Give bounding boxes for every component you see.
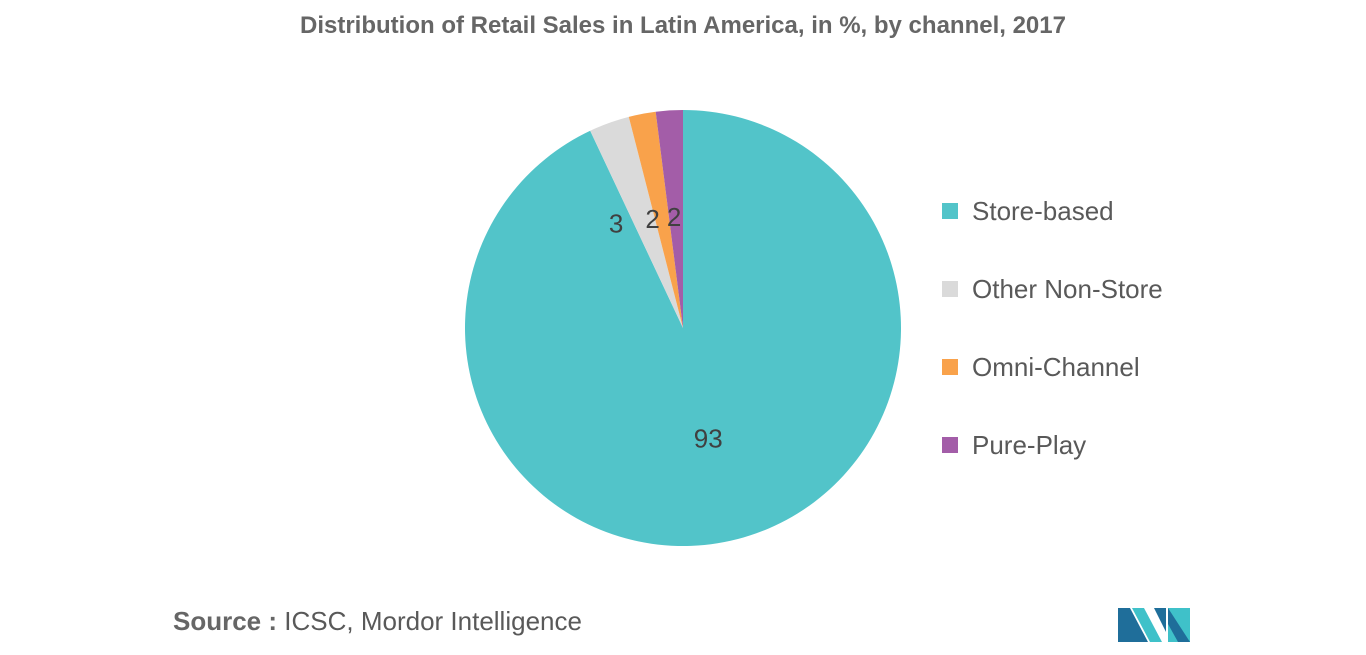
chart-title: Distribution of Retail Sales in Latin Am… (300, 12, 1066, 39)
legend-item-omni-channel: Omni-Channel (942, 350, 1163, 384)
legend-swatch (942, 203, 958, 219)
legend-label: Other Non-Store (972, 273, 1163, 304)
legend-label: Store-based (972, 195, 1114, 226)
mordor-intelligence-logo-icon (1118, 608, 1190, 642)
legend-swatch (942, 437, 958, 453)
legend-swatch (942, 359, 958, 375)
pie-slice-omni-channel (628, 111, 683, 328)
data-label-other-non-store: 3 (609, 208, 623, 238)
legend-swatch (942, 281, 958, 297)
legend-item-store-based: Store-based (942, 194, 1163, 228)
source-note: Source : ICSC, Mordor Intelligence (173, 606, 582, 637)
data-label-pure-play: 2 (667, 202, 681, 232)
source-label: Source : (173, 606, 278, 636)
data-label-store-based: 93 (694, 424, 723, 454)
legend-label: Pure-Play (972, 429, 1087, 460)
legend: Store-based Other Non-Store Omni-Channel… (942, 194, 1163, 506)
legend-item-other-non-store: Other Non-Store (942, 272, 1163, 306)
pie-slice-pure-play (655, 110, 683, 328)
legend-label: Omni-Channel (972, 351, 1140, 382)
data-label-omni-channel: 2 (645, 204, 659, 234)
legend-item-pure-play: Pure-Play (942, 428, 1163, 462)
source-text: ICSC, Mordor Intelligence (284, 606, 582, 636)
pie-slice-other-non-store (590, 116, 683, 328)
